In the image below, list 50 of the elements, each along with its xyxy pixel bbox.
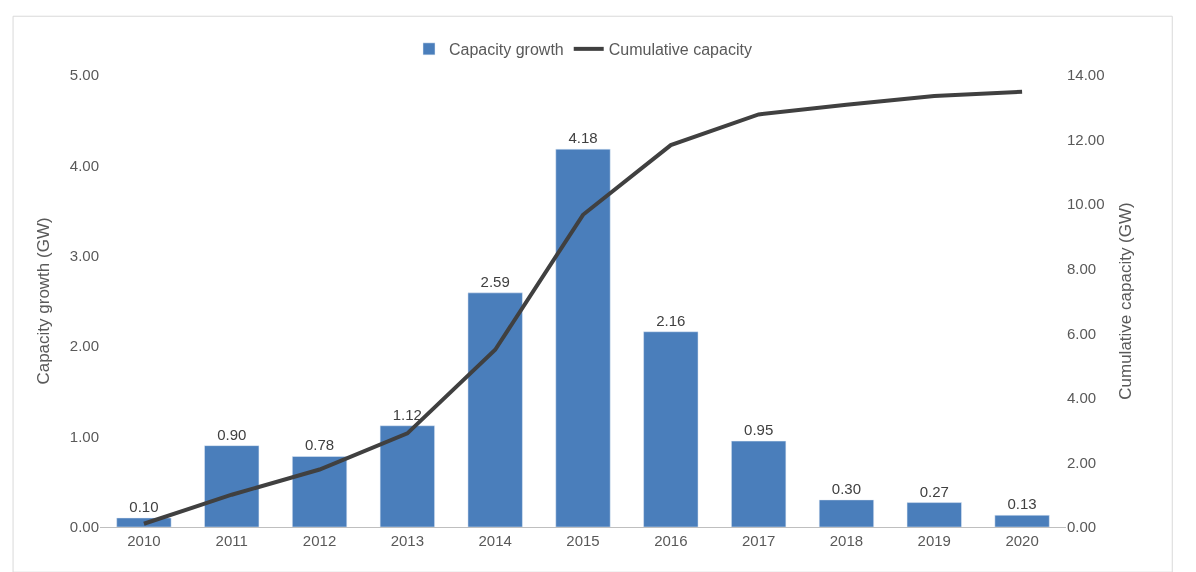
y2-tick-label: 8.00	[1067, 259, 1097, 277]
bar	[379, 425, 435, 527]
y2-tick-label: 6.00	[1067, 324, 1097, 342]
x-tick-label: 2016	[654, 532, 688, 549]
y2-tick-label: 0.00	[1067, 518, 1097, 536]
data-label: 0.10	[129, 497, 159, 515]
legend-label: Capacity growth	[449, 41, 564, 59]
bar	[467, 292, 523, 527]
x-tick-label: 2012	[302, 532, 337, 549]
y2-tick-label: 10.00	[1067, 195, 1105, 213]
bar	[643, 331, 699, 527]
data-label: 0.27	[919, 482, 949, 500]
x-tick-label: 2019	[917, 532, 951, 549]
y-axis-title: Capacity growth (GW)	[34, 217, 54, 385]
y2-tick-label: 12.00	[1067, 130, 1105, 148]
data-label: 2.59	[480, 272, 510, 290]
x-tick-label: 2017	[741, 532, 776, 549]
data-label: 0.90	[217, 425, 247, 443]
bar	[292, 456, 348, 527]
bar	[906, 502, 962, 527]
bar	[555, 148, 611, 527]
data-label: 0.78	[304, 436, 335, 454]
data-label: 4.18	[568, 129, 598, 147]
x-tick-label: 2013	[390, 532, 425, 549]
y-tick-label: 4.00	[69, 156, 99, 174]
y-tick-label: 2.00	[69, 337, 99, 355]
data-label: 0.30	[831, 479, 862, 497]
x-tick-label: 2018	[829, 532, 864, 549]
x-tick-label: 2020	[1005, 532, 1039, 549]
data-label: 1.12	[392, 405, 422, 423]
data-label: 2.16	[656, 311, 686, 329]
y2-tick-label: 4.00	[1067, 389, 1097, 407]
bar	[818, 499, 874, 527]
y2-axis-title: Cumulative capacity (GW)	[1115, 202, 1135, 400]
x-tick-label: 2014	[478, 532, 512, 549]
y-tick-label: 0.00	[69, 518, 99, 536]
y2-tick-label: 14.00	[1067, 66, 1105, 84]
x-tick-label: 2015	[566, 532, 600, 549]
y2-tick-label: 2.00	[1067, 453, 1097, 471]
legend-label: Cumulative capacity	[608, 41, 752, 59]
bar	[994, 515, 1050, 527]
data-label: 0.95	[744, 421, 774, 439]
x-tick-label: 2010	[127, 532, 161, 549]
bar	[731, 440, 787, 527]
y-tick-label: 5.00	[69, 66, 99, 84]
x-tick-label: 2011	[215, 532, 248, 549]
y-tick-label: 1.00	[69, 427, 99, 445]
bar	[204, 445, 260, 527]
y-tick-label: 3.00	[69, 247, 99, 265]
data-label: 0.13	[1007, 495, 1037, 513]
